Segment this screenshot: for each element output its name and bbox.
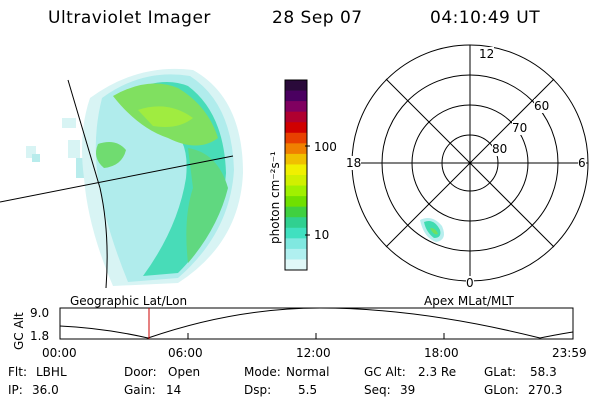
disc-glow [82, 68, 243, 286]
meridian-line [67, 79, 101, 189]
colorbar-border [284, 79, 308, 271]
lat-label-80: 80 [492, 142, 508, 156]
auroral-image [0, 68, 243, 289]
time-label: 04:10:49 UT [430, 8, 541, 28]
meridian-curve [99, 187, 108, 289]
colorbar-swatch [285, 164, 307, 176]
filter-label: Flt: [8, 365, 27, 379]
colorbar-swatch [285, 238, 307, 250]
xtick-1800: 18:00 [424, 346, 459, 360]
mode-value: Normal [286, 365, 330, 379]
apex-caption: Apex MLat/MLT [424, 294, 514, 308]
xtick-2359: 23:59 [552, 346, 587, 360]
colorbar-swatch [285, 196, 307, 208]
color-bar [284, 79, 308, 271]
aurora-patch [420, 218, 444, 242]
altitude-curve [59, 307, 574, 339]
colorbar-tick-10: 10 [314, 228, 330, 242]
colorbar-swatch [285, 248, 307, 260]
mlt-label-0: 0 [466, 276, 474, 290]
lat-label-70: 70 [512, 121, 528, 135]
colorbar-swatch [285, 227, 307, 239]
gain-value: 14 [166, 383, 182, 397]
xtick-0000: 00:00 [42, 346, 77, 360]
ip-value: 36.0 [32, 383, 59, 397]
colorbar-swatch [285, 185, 307, 197]
colorbar-swatch [285, 80, 307, 92]
orbit-timeline [59, 307, 574, 340]
mode-label: Mode: [244, 365, 281, 379]
colorbar-swatch [285, 175, 307, 187]
ip-label: IP: [8, 383, 23, 397]
colorbar-swatch [285, 111, 307, 123]
seq-label: Seq: [364, 383, 391, 397]
xtick-1200: 12:00 [296, 346, 331, 360]
glon-value: 270.3 [528, 383, 563, 397]
date-label: 28 Sep 07 [272, 8, 363, 28]
colorbar-tick-100: 100 [314, 140, 337, 154]
dsp-label: Dsp: [244, 383, 272, 397]
colorbar-swatch [285, 122, 307, 134]
ytick-9: 9.0 [30, 306, 50, 320]
glon-label: GLon: [484, 383, 519, 397]
instrument-title: Ultraviolet Imager [48, 8, 211, 28]
glat-label: GLat: [484, 365, 517, 379]
gc-alt-axis-label: GC Alt [12, 312, 26, 350]
colorbar-swatch [285, 259, 307, 271]
gcalt-value: 2.3 Re [418, 365, 457, 379]
ytick-1-8: 1.8 [30, 329, 50, 343]
colorbar-swatch [285, 90, 307, 102]
gcalt-label: GC Alt: [364, 365, 406, 379]
colorbar-swatch [285, 153, 307, 165]
left-speckle [26, 118, 86, 178]
xtick-0600: 06:00 [168, 346, 203, 360]
colorbar-swatch [285, 101, 307, 113]
colorbar-swatch [285, 217, 307, 229]
dsp-value: 5.5 [298, 383, 318, 397]
seq-value: 39 [400, 383, 416, 397]
mlt-label-6: 6 [578, 156, 586, 170]
polar-grid [351, 44, 589, 282]
door-value: Open [168, 365, 201, 379]
door-label: Door: [124, 365, 157, 379]
parallel-line [0, 155, 234, 203]
glat-value: 58.3 [530, 365, 557, 379]
mlt-label-12: 12 [479, 47, 495, 61]
colorbar-swatch [285, 143, 307, 155]
colorbar-unit-label: photon cm⁻²s⁻¹ [268, 151, 282, 244]
colorbar-swatch [285, 206, 307, 218]
colorbar-swatch [285, 132, 307, 144]
lat-label-60: 60 [534, 99, 550, 113]
geographic-caption: Geographic Lat/Lon [70, 294, 188, 308]
colorbar-ticks [305, 145, 310, 236]
mlt-label-18: 18 [346, 156, 362, 170]
gain-label: Gain: [124, 383, 156, 397]
filter-value: LBHL [36, 365, 67, 379]
